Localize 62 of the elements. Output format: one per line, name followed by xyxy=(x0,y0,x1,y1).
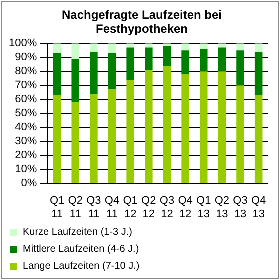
bar xyxy=(236,86,244,184)
x-tick-label: Q3 11 xyxy=(86,195,102,220)
bar xyxy=(72,44,80,59)
x-tick-label: Q1 12 xyxy=(123,195,138,220)
bar xyxy=(200,49,208,72)
bar xyxy=(108,90,116,184)
bar xyxy=(108,44,116,54)
bar xyxy=(145,48,153,70)
bar xyxy=(90,94,98,184)
y-tick-label: 20% xyxy=(15,150,38,162)
bar xyxy=(126,48,134,80)
x-tick-label: Q4 13 xyxy=(251,195,266,220)
bar xyxy=(218,72,226,184)
y-tick-label: 30% xyxy=(15,136,38,148)
bar xyxy=(200,72,208,184)
bar xyxy=(182,44,190,51)
bar xyxy=(53,44,62,54)
bar xyxy=(236,50,244,86)
x-tick-label: Q1 13 xyxy=(196,195,212,220)
bar xyxy=(254,44,263,52)
x-tick-label: Q2 13 xyxy=(214,195,230,220)
bar xyxy=(90,52,98,94)
bar xyxy=(126,80,134,184)
x-tick-label: Q1 11 xyxy=(50,195,65,220)
bar xyxy=(126,44,134,48)
bar xyxy=(145,44,153,48)
y-tick-label: 80% xyxy=(15,66,38,78)
bar xyxy=(163,46,172,66)
y-tick-label: 0% xyxy=(21,178,38,190)
bar xyxy=(218,48,226,72)
y-tick-label: 50% xyxy=(15,108,38,120)
y-tick-label: 60% xyxy=(15,94,38,106)
legend-label: Mittlere Laufzeiten (4-6 J.) xyxy=(23,244,140,255)
bar xyxy=(218,44,226,48)
bar xyxy=(53,53,62,96)
y-tick-label: 40% xyxy=(15,122,38,134)
x-tick-label: Q2 12 xyxy=(142,195,156,220)
bar xyxy=(163,66,172,184)
x-tick-label: Q4 12 xyxy=(178,195,193,220)
legend-label: Lange Laufzeiten (7-10 J.) xyxy=(23,261,140,272)
chart-title: Nachgefragte Laufzeiten bei Festhypotheken xyxy=(60,8,224,36)
y-tick-label: 100% xyxy=(8,38,38,50)
bar xyxy=(182,50,190,74)
bar xyxy=(145,70,153,184)
bar xyxy=(254,52,263,96)
bar xyxy=(90,44,98,52)
bar xyxy=(254,95,263,184)
y-tick-label: 10% xyxy=(15,164,38,176)
bar xyxy=(72,102,80,184)
bar xyxy=(200,44,208,50)
x-tick-label: Q3 12 xyxy=(160,195,175,220)
legend-label: Kurze Laufzeiten (1-3 J.) xyxy=(23,227,132,238)
y-tick-label: 70% xyxy=(15,80,38,92)
x-tick-label: Q2 11 xyxy=(68,195,83,220)
y-tick-label: 90% xyxy=(15,52,38,64)
bar xyxy=(182,74,190,184)
bar xyxy=(108,53,116,90)
bar xyxy=(236,44,244,51)
bar xyxy=(53,95,62,184)
bar xyxy=(72,59,80,102)
x-tick-label: Q4 11 xyxy=(104,195,120,220)
x-tick-label: Q3 13 xyxy=(233,195,248,220)
